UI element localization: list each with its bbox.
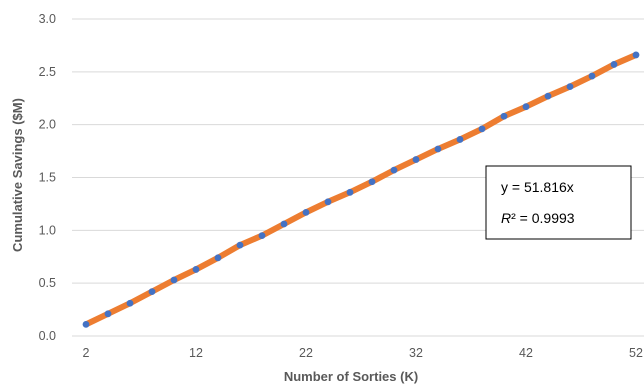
- x-axis-ticks: 2 12 22 32 42 52: [83, 346, 643, 360]
- data-point: [214, 254, 222, 262]
- x-tick-label: 32: [409, 346, 423, 360]
- data-point: [346, 188, 354, 196]
- x-axis-title: Number of Sorties (K): [284, 369, 418, 384]
- y-tick-label: 1.0: [39, 223, 56, 237]
- data-point: [566, 83, 574, 91]
- y-tick-label: 3.0: [39, 12, 56, 26]
- y-axis-ticks: 0.0 0.5 1.0 1.5 2.0 2.5 3.0: [39, 12, 56, 343]
- trendline-equation-box: y = 51.816x R² = 0.9993: [485, 165, 632, 240]
- y-tick-label: 1.5: [39, 171, 56, 185]
- y-axis-title: Cumulative Savings ($M): [10, 98, 25, 252]
- data-point: [390, 166, 398, 174]
- data-point: [324, 198, 332, 206]
- plot-area: [82, 51, 640, 328]
- data-point: [544, 92, 552, 100]
- data-point: [192, 266, 200, 273]
- y-tick-label: 0.0: [39, 329, 56, 343]
- data-point: [434, 145, 442, 153]
- data-point: [412, 156, 420, 163]
- x-tick-label: 12: [189, 346, 203, 360]
- trendline: [83, 51, 639, 328]
- data-point: [236, 241, 244, 249]
- r-squared-symbol: R: [501, 210, 511, 226]
- data-point: [610, 61, 618, 68]
- r-squared-value: ² = 0.9993: [511, 210, 575, 226]
- data-point: [82, 320, 90, 328]
- equation-box-border: [485, 165, 632, 240]
- data-point: [170, 276, 178, 284]
- x-tick-label: 2: [83, 346, 90, 360]
- y-tick-label: 2.5: [39, 65, 56, 79]
- data-point: [258, 232, 266, 240]
- data-point: [632, 51, 640, 59]
- data-point: [302, 208, 310, 216]
- data-point: [368, 178, 376, 186]
- data-point: [148, 288, 156, 296]
- r-squared-label: R² = 0.9993: [501, 210, 575, 226]
- data-point: [280, 220, 288, 228]
- data-point: [478, 125, 486, 133]
- trendline-equation: y = 51.816x: [501, 179, 574, 195]
- data-point: [104, 310, 112, 318]
- y-tick-label: 0.5: [39, 276, 56, 290]
- y-tick-label: 2.0: [39, 118, 56, 132]
- x-tick-label: 42: [519, 346, 533, 360]
- data-point: [588, 72, 596, 80]
- data-point: [500, 112, 508, 120]
- data-point: [456, 136, 464, 143]
- x-tick-label: 52: [629, 346, 643, 360]
- data-point: [522, 103, 530, 111]
- x-tick-label: 22: [299, 346, 313, 360]
- data-point: [126, 299, 134, 307]
